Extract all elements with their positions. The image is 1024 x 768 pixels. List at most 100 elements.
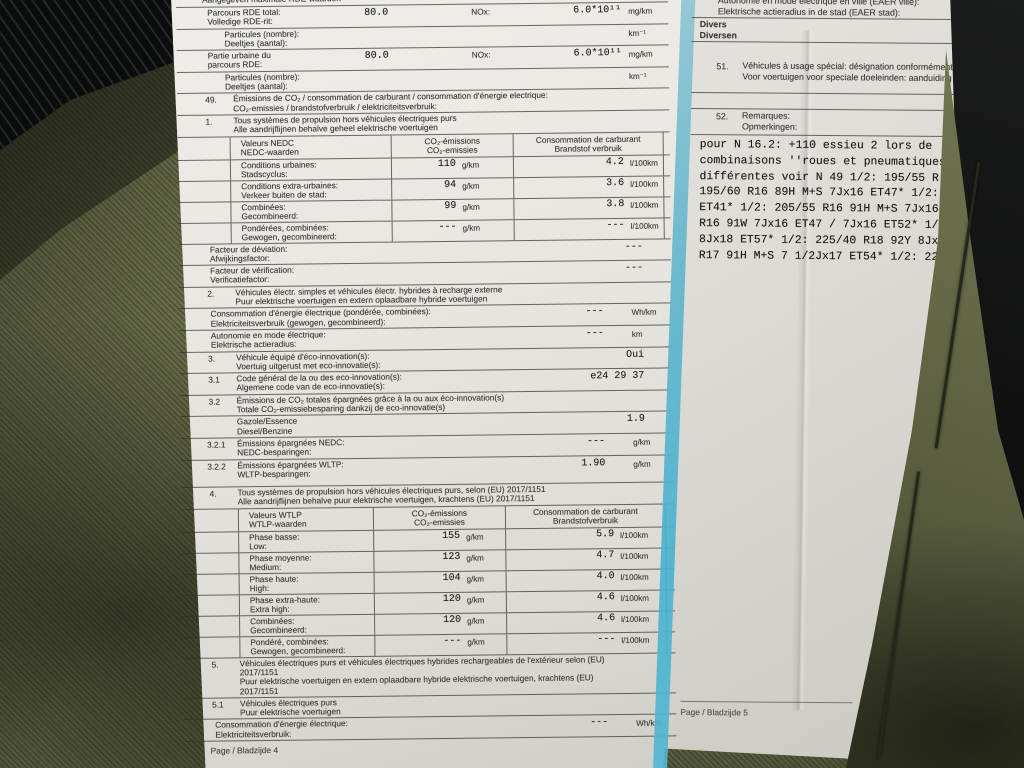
- row-value: ---: [585, 328, 604, 340]
- row-label-nl: Stadscyclus:: [240, 168, 288, 180]
- row-label-nl: Opmerkingen:: [741, 120, 798, 132]
- co2-value: ---: [443, 635, 462, 647]
- row-label-nl: Gecombineerd:: [241, 210, 299, 222]
- fuel-unit: l/100km: [630, 179, 659, 189]
- row-value: ---: [590, 717, 609, 729]
- table-cell-co2: 155 g/km: [374, 528, 507, 551]
- row-number: 4.: [209, 488, 217, 499]
- table-header-cell: Valeurs NEDC NEDC-waarden: [229, 135, 392, 159]
- cell-wrap: 4.6 l/100km: [507, 612, 666, 625]
- header-line: CO₂-emissies: [426, 144, 478, 156]
- row-value: ---: [625, 262, 644, 275]
- table-cell-co2: 99 g/km: [392, 198, 515, 221]
- row-number: 3.1: [208, 374, 220, 385]
- co2-unit: g/km: [466, 532, 484, 542]
- co2-value: 123: [442, 551, 461, 563]
- row-label-nl: High:: [249, 582, 270, 594]
- row-label: Combinées: Gecombineerd:: [241, 201, 391, 221]
- remarks-line: R17 91H M+S 7 1/2Jx17 ET54* 1/2: 22: [698, 249, 939, 264]
- fuel-value: ---: [606, 219, 625, 231]
- co2-unit: g/km: [462, 202, 480, 212]
- cell-wrap: --- g/km: [393, 221, 514, 234]
- header-line: WTLP-waarden: [248, 518, 307, 530]
- table-cell-fuel: 3.8 l/100km: [514, 197, 665, 219]
- row-value: 1.9: [626, 414, 645, 426]
- header-line: Brandstofverbruik: [552, 515, 619, 526]
- co2-unit: g/km: [467, 637, 485, 647]
- cell-wrap: 4.0 l/100km: [507, 570, 666, 583]
- table-cell-fuel: 4.0 l/100km: [506, 569, 667, 591]
- table-cell-co2: 104 g/km: [374, 570, 507, 593]
- table-cell-label: Conditions extra-urbaines: Verkeer buiten…: [230, 179, 393, 201]
- co2-value: ---: [438, 221, 457, 233]
- cell-wrap: --- l/100km: [515, 219, 664, 232]
- table-cell-label: Conditions urbaines: Stadscyclus:: [229, 158, 393, 180]
- row-label-nl: Voor voertuigen voor speciale doeleinden…: [742, 70, 952, 83]
- table-cell-co2: --- g/km: [375, 633, 508, 656]
- table-cell-label: Phase extra-haute: Extra high:: [238, 593, 376, 616]
- header-line: Brandstof verbruik: [554, 143, 622, 154]
- row-label: Autonomie en mode électrique en ville (E…: [718, 0, 954, 18]
- table-header-cell: CO₂-émissions CO₂-emissies: [373, 505, 507, 530]
- table-cell-co2: 123 g/km: [374, 549, 507, 572]
- cell-wrap: 4.7 l/100km: [506, 549, 665, 562]
- form-row: 51. Véhicules à usage spécial: désignatio…: [691, 59, 953, 94]
- row-label: Divers Diversen: [700, 19, 954, 42]
- fuel-unit: l/100km: [621, 635, 650, 645]
- table-cell-label: Phase moyenne: Medium:: [238, 551, 375, 574]
- fuel-value: 5.9: [596, 528, 615, 540]
- row-label-nl: Verkeer buiten de stad:: [241, 189, 327, 201]
- row-unit: g/km: [633, 459, 651, 469]
- co2-unit: g/km: [466, 574, 485, 584]
- left-page-content: Aangegeven maximale RDE-waardenParcours …: [176, 0, 677, 756]
- co2-unit: g/km: [462, 223, 481, 233]
- row-label: Conditions extra-urbaines: Verkeer buiten…: [241, 180, 391, 200]
- cell-wrap: 4.6 l/100km: [507, 591, 666, 604]
- row-value: Oui: [626, 349, 645, 361]
- table-cell-label: Phase basse: Low:: [238, 530, 375, 553]
- row-label-nl: Medium:: [249, 561, 282, 573]
- fuel-unit: l/100km: [630, 221, 659, 231]
- cell-wrap: 3.8 l/100km: [514, 198, 663, 211]
- form-row: Consommation d'énergie électrique: Elektr…: [184, 713, 677, 742]
- row-value: ---: [587, 436, 606, 448]
- co2-value: 110: [437, 158, 456, 170]
- fuel-value: 3.8: [606, 198, 625, 210]
- row-label: Pondéré, combinées: Gewogen, gecombineerd…: [250, 636, 374, 656]
- row-number: 5.: [211, 659, 219, 670]
- table-cell-co2: 120 g/km: [375, 612, 508, 635]
- co2-value: 120: [443, 614, 462, 626]
- cell-wrap: 123 g/km: [374, 551, 505, 564]
- table-header-cell: Valeurs WTLP WTLP-waarden: [237, 507, 375, 532]
- row-value: 1.90: [581, 457, 606, 469]
- form-row: Divers Diversen: [691, 16, 954, 44]
- fuel-unit: l/100km: [620, 530, 649, 540]
- nox-value: 6.0*10¹¹: [573, 4, 622, 17]
- row-unit: Wh/km: [631, 307, 657, 318]
- row-label: Tous systèmes de propulsion hors véhicul…: [238, 484, 623, 507]
- row-number: 2.: [207, 288, 215, 299]
- fuel-unit: l/100km: [621, 614, 650, 624]
- row-number: 1.: [205, 116, 213, 127]
- remarks-line: R16 91W 7Jx16 ET47 / 7Jx16 ET52* 1/: [699, 218, 939, 232]
- co2-unit: g/km: [467, 616, 485, 626]
- row-value: e24 29 37: [590, 370, 645, 383]
- row-unit: g/km: [633, 437, 651, 447]
- row-number: 51.: [716, 61, 729, 72]
- table-cell-label: Combinées: Gecombineerd:: [230, 200, 393, 222]
- row-label: Phase basse: Low:: [249, 531, 373, 551]
- co2-unit: g/km: [466, 553, 484, 563]
- right-rows: Autonomie en mode électrique en ville (E…: [690, 0, 954, 137]
- row-label-nl: Low:: [249, 540, 267, 552]
- table-cell-co2: 94 g/km: [392, 177, 515, 200]
- cell-wrap: 94 g/km: [392, 179, 513, 192]
- form-row: 52. Remarques: Opmerkingen:: [690, 107, 954, 137]
- left-rows: Aangegeven maximale RDE-waardenParcours …: [176, 0, 677, 743]
- row-unit: km: [631, 329, 643, 339]
- fuel-unit: l/100km: [629, 158, 658, 168]
- table-cell-fuel: 4.6 l/100km: [507, 611, 668, 633]
- row-label-nl: Elektrische actieradius in de stad (EAER…: [717, 5, 901, 18]
- row-number: 3.2.1: [207, 439, 226, 450]
- table-cell-fuel: 4.6 l/100km: [506, 590, 667, 612]
- row-value: ---: [624, 241, 643, 253]
